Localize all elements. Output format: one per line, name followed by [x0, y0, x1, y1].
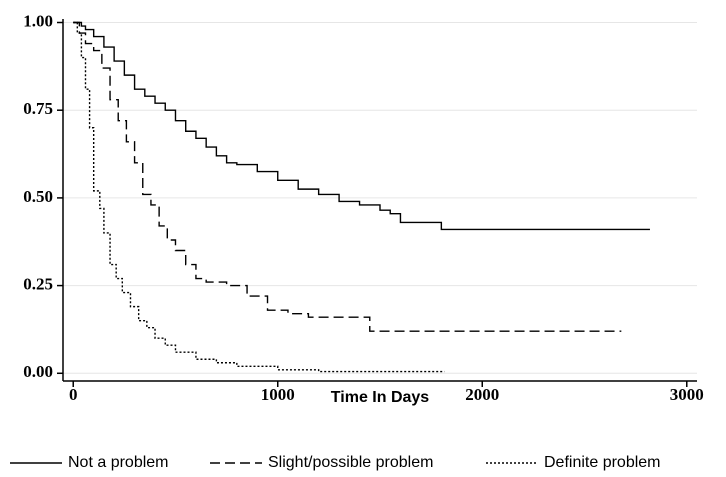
x-tick-label: 3000: [670, 385, 704, 404]
x-tick-label: 1000: [261, 385, 295, 404]
y-tick-label: 1.00: [23, 11, 53, 30]
y-tick-label: 0.75: [23, 99, 53, 118]
x-tick-label: 0: [69, 385, 78, 404]
x-axis-label: Time In Days: [331, 389, 430, 406]
legend-label: Slight/possible problem: [268, 454, 433, 471]
legend-label: Not a problem: [68, 454, 169, 471]
survival-line: [73, 21, 445, 373]
survival-line: [73, 21, 622, 332]
legend-label: Definite problem: [544, 454, 661, 471]
x-tick-label: 2000: [465, 385, 499, 404]
y-tick-label: 0.50: [23, 187, 53, 206]
survival-line: [73, 21, 650, 231]
y-tick-label: 0.25: [23, 274, 53, 293]
y-tick-label: 0.00: [23, 362, 53, 381]
